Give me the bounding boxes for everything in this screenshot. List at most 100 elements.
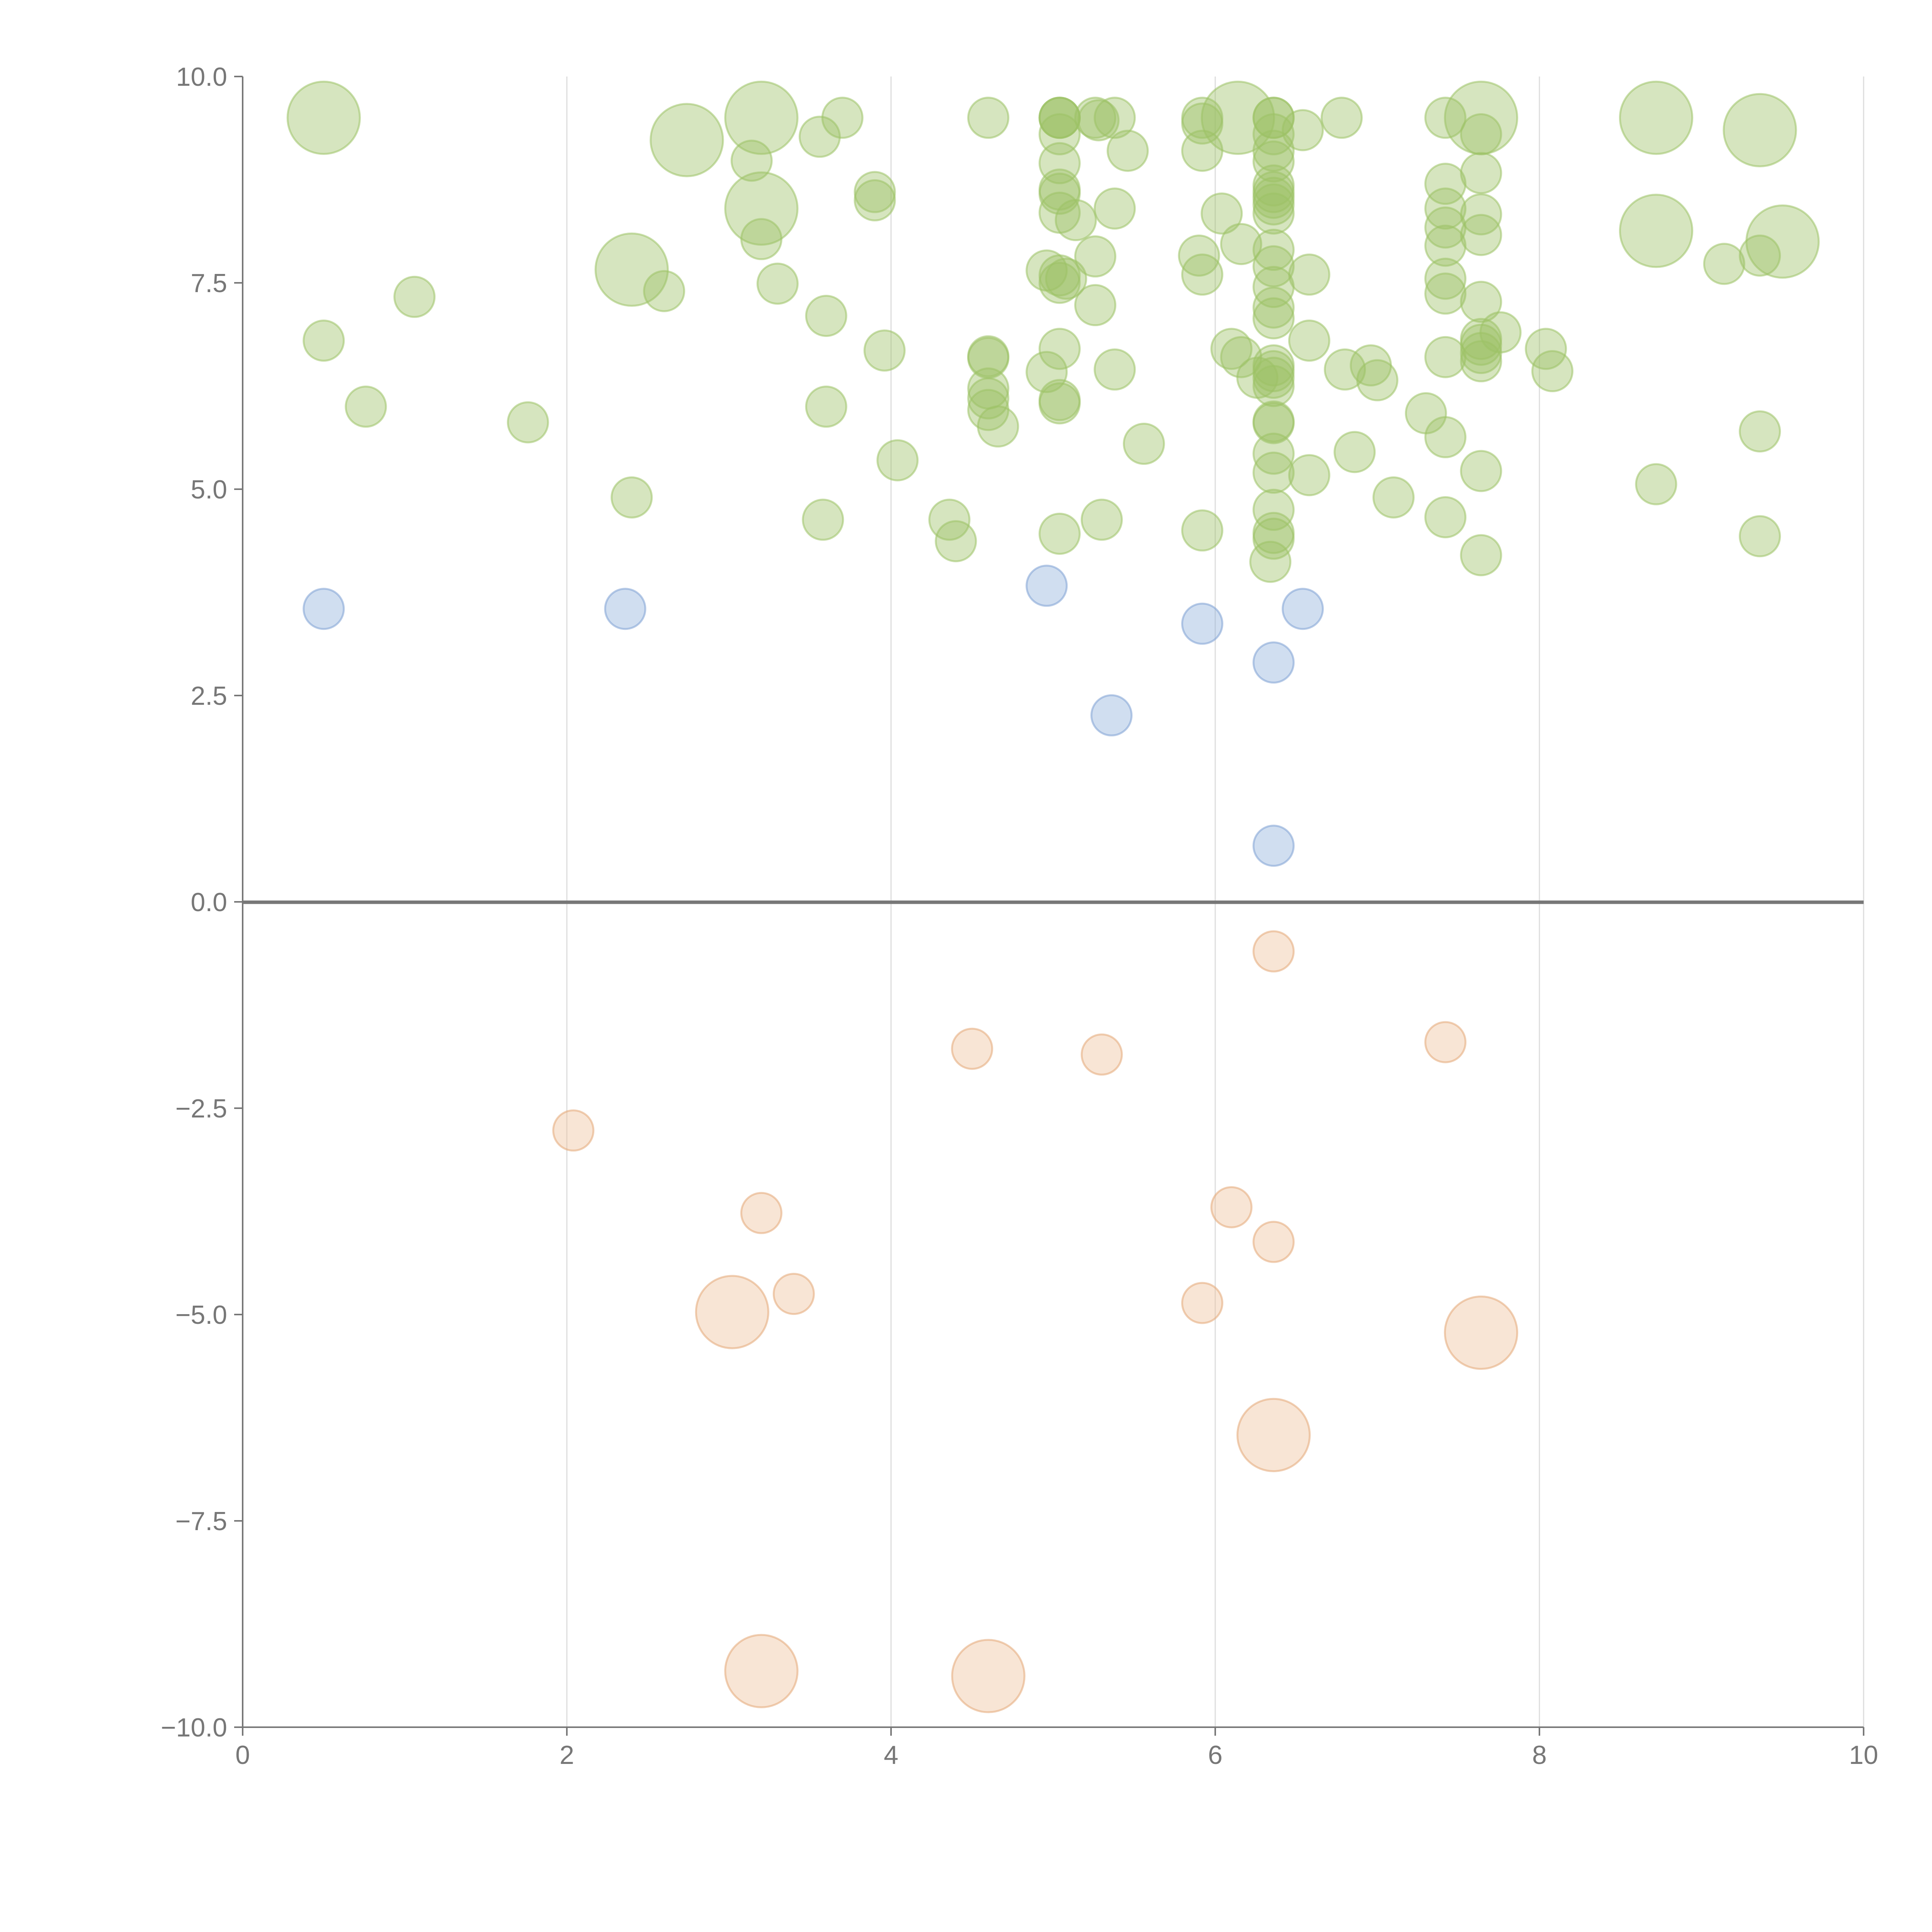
- bubble-positive-68[interactable]: [1201, 80, 1275, 155]
- bubble-positive-119[interactable]: [1424, 496, 1467, 539]
- bubble-positive-7[interactable]: [643, 270, 685, 312]
- bubble-positive-21[interactable]: [863, 329, 906, 372]
- bubble-positive-86[interactable]: [1252, 297, 1295, 340]
- bubble-positive-118[interactable]: [1424, 416, 1467, 458]
- bubble-positive-112[interactable]: [1424, 187, 1467, 230]
- bubble-positive-15[interactable]: [805, 294, 847, 337]
- bubble-negative-11[interactable]: [1444, 1295, 1519, 1370]
- bubble-positive-81[interactable]: [1252, 192, 1295, 235]
- bubble-positive-66[interactable]: [1201, 192, 1243, 235]
- bubble-near-zero-6[interactable]: [1282, 588, 1324, 630]
- bubble-positive-11[interactable]: [724, 171, 799, 246]
- bubble-negative-14[interactable]: [951, 1639, 1026, 1713]
- bubble-negative-4[interactable]: [552, 1109, 595, 1152]
- bubble-positive-136[interactable]: [1619, 194, 1694, 268]
- bubble-positive-4[interactable]: [507, 401, 549, 444]
- bubble-positive-101[interactable]: [1288, 320, 1330, 362]
- bubble-positive-125[interactable]: [1460, 281, 1502, 323]
- bubble-near-zero-1[interactable]: [604, 588, 646, 630]
- bubble-positive-97[interactable]: [1252, 517, 1295, 560]
- bubble-near-zero-4[interactable]: [1181, 602, 1223, 645]
- bubble-positive-46[interactable]: [1038, 382, 1081, 425]
- bubble-positive-135[interactable]: [1619, 80, 1694, 155]
- bubble-positive-12[interactable]: [740, 218, 782, 260]
- bubble-positive-115[interactable]: [1424, 257, 1467, 300]
- bubble-positive-143[interactable]: [1745, 204, 1820, 279]
- bubble-positive-137[interactable]: [1635, 463, 1677, 505]
- bubble-positive-122[interactable]: [1460, 152, 1502, 194]
- bubble-positive-108[interactable]: [1372, 476, 1415, 519]
- bubble-near-zero-5[interactable]: [1252, 641, 1295, 684]
- bubble-positive-47[interactable]: [1038, 512, 1081, 555]
- bubble-positive-29[interactable]: [967, 377, 1010, 420]
- bubble-positive-56[interactable]: [1094, 187, 1136, 230]
- bubble-positive-1[interactable]: [303, 320, 345, 362]
- bubble-positive-17[interactable]: [802, 498, 844, 541]
- bubble-positive-37[interactable]: [1038, 113, 1081, 156]
- bubble-positive-139[interactable]: [1723, 93, 1797, 167]
- bubble-near-zero-3[interactable]: [1090, 694, 1133, 736]
- bubble-near-zero-2[interactable]: [1026, 565, 1068, 607]
- bubble-negative-0[interactable]: [1252, 930, 1295, 973]
- bubble-positive-57[interactable]: [1094, 348, 1136, 391]
- bubble-positive-124[interactable]: [1460, 214, 1502, 256]
- bubble-positive-93[interactable]: [1252, 432, 1295, 475]
- bubble-positive-90[interactable]: [1252, 365, 1295, 407]
- bubble-positive-22[interactable]: [876, 439, 919, 481]
- bubble-positive-85[interactable]: [1252, 286, 1295, 329]
- bubble-positive-80[interactable]: [1252, 183, 1295, 226]
- bubble-positive-52[interactable]: [1074, 235, 1117, 278]
- bubble-positive-94[interactable]: [1252, 451, 1295, 494]
- bubble-positive-51[interactable]: [1077, 99, 1120, 141]
- bubble-positive-114[interactable]: [1424, 224, 1467, 267]
- bubble-positive-65[interactable]: [1181, 509, 1223, 552]
- bubble-positive-20[interactable]: [854, 179, 896, 221]
- bubble-positive-6[interactable]: [611, 476, 653, 519]
- bubble-positive-58[interactable]: [1106, 129, 1149, 172]
- bubble-positive-116[interactable]: [1424, 272, 1467, 315]
- bubble-positive-5[interactable]: [594, 232, 669, 307]
- bubble-positive-49[interactable]: [1054, 199, 1097, 242]
- bubble-positive-117[interactable]: [1424, 336, 1467, 378]
- bubble-positive-107[interactable]: [1356, 359, 1398, 401]
- bubble-positive-44[interactable]: [1038, 328, 1081, 370]
- bubble-negative-6[interactable]: [1210, 1186, 1253, 1228]
- bubble-positive-8[interactable]: [650, 103, 724, 177]
- bubble-positive-64[interactable]: [1181, 253, 1223, 296]
- bubble-negative-1[interactable]: [951, 1027, 993, 1070]
- bubble-positive-55[interactable]: [1094, 97, 1136, 139]
- bubble-positive-104[interactable]: [1324, 348, 1366, 391]
- bubble-negative-7[interactable]: [1252, 1221, 1295, 1263]
- bubble-positive-140[interactable]: [1739, 235, 1781, 277]
- bubble-positive-32[interactable]: [1026, 351, 1068, 393]
- bubble-positive-98[interactable]: [1249, 541, 1292, 583]
- bubble-negative-12[interactable]: [1236, 1398, 1311, 1472]
- bubble-near-zero-7[interactable]: [1252, 825, 1295, 867]
- bubble-negative-2[interactable]: [1080, 1033, 1123, 1076]
- bubble-positive-3[interactable]: [393, 276, 436, 318]
- bubble-positive-24[interactable]: [935, 520, 977, 563]
- bubble-positive-69[interactable]: [1220, 223, 1262, 265]
- bubble-positive-100[interactable]: [1288, 253, 1330, 296]
- bubble-positive-103[interactable]: [1320, 97, 1363, 139]
- bubble-positive-92[interactable]: [1252, 402, 1295, 444]
- bubble-positive-18[interactable]: [821, 97, 864, 139]
- bubble-positive-25[interactable]: [967, 97, 1010, 139]
- bubble-positive-82[interactable]: [1252, 229, 1295, 271]
- bubble-positive-13[interactable]: [756, 262, 799, 305]
- bubble-positive-48[interactable]: [1045, 257, 1087, 300]
- bubble-positive-40[interactable]: [1038, 172, 1081, 215]
- bubble-positive-43[interactable]: [1038, 262, 1081, 304]
- bubble-negative-3[interactable]: [1424, 1021, 1467, 1063]
- bubble-negative-5[interactable]: [740, 1192, 782, 1234]
- bubble-positive-131[interactable]: [1460, 534, 1502, 577]
- bubble-positive-102[interactable]: [1288, 454, 1330, 497]
- bubble-positive-31[interactable]: [977, 405, 1019, 448]
- bubble-positive-2[interactable]: [345, 385, 387, 428]
- bubble-positive-54[interactable]: [1080, 498, 1123, 541]
- bubble-positive-95[interactable]: [1252, 488, 1295, 531]
- bubble-positive-142[interactable]: [1739, 515, 1781, 558]
- bubble-positive-53[interactable]: [1074, 284, 1117, 327]
- bubble-negative-8[interactable]: [772, 1273, 815, 1315]
- bubble-positive-121[interactable]: [1460, 113, 1502, 156]
